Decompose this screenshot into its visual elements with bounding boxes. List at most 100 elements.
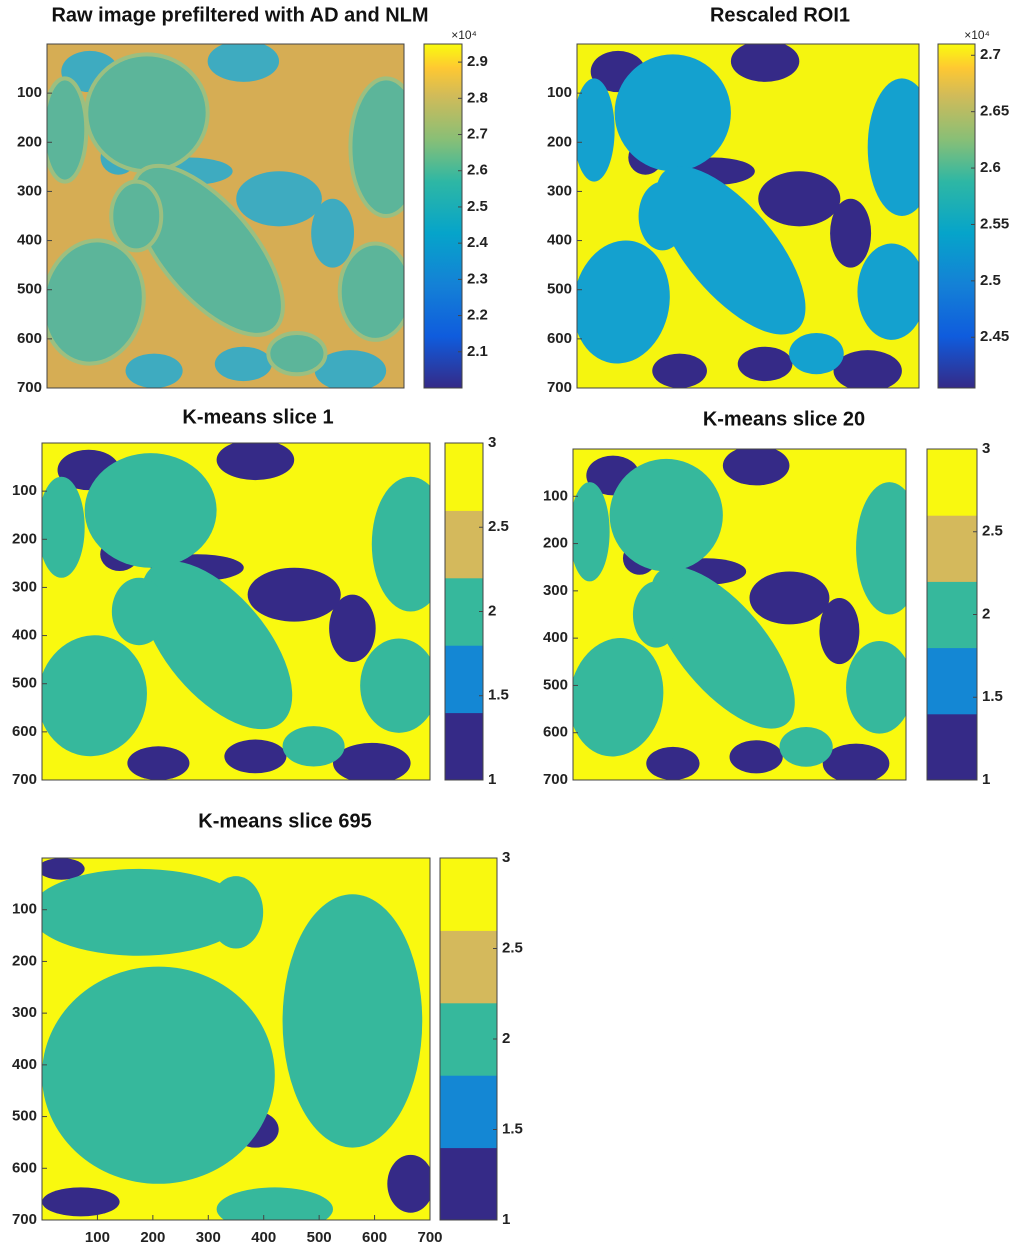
y-tick-label: 600 bbox=[543, 724, 568, 741]
pore bbox=[127, 746, 190, 780]
colorbar-exponent: ×10⁴ bbox=[451, 28, 477, 42]
grain bbox=[130, 163, 285, 337]
image bbox=[42, 858, 430, 1220]
grain bbox=[84, 52, 210, 174]
pore bbox=[822, 743, 890, 780]
colorbar-segment bbox=[445, 443, 483, 511]
colorbar-tick-label: 2.3 bbox=[467, 270, 488, 287]
pore bbox=[214, 346, 272, 382]
grain bbox=[573, 638, 664, 757]
colorbar-tick-label: 2.65 bbox=[980, 103, 1009, 120]
colorbar-segment bbox=[445, 712, 483, 781]
panel-title: Raw image prefiltered with AD and NLM bbox=[51, 4, 428, 26]
x-tick-label: 700 bbox=[417, 1229, 442, 1246]
grain bbox=[266, 330, 328, 377]
grain bbox=[337, 241, 404, 342]
pore bbox=[758, 171, 841, 227]
grain bbox=[42, 635, 147, 757]
colorbar-tick-label: 2.5 bbox=[980, 272, 1001, 289]
grain bbox=[650, 566, 795, 729]
colorbar-gradient bbox=[938, 44, 975, 388]
y-tick-label: 100 bbox=[17, 84, 42, 101]
pore bbox=[247, 567, 341, 622]
pore bbox=[646, 746, 700, 780]
image bbox=[42, 443, 430, 780]
y-tick-label: 600 bbox=[17, 330, 42, 347]
colorbar-tick-label: 1.5 bbox=[502, 1120, 523, 1137]
pore bbox=[830, 198, 872, 268]
colorbar-tick-label: 2.9 bbox=[467, 53, 488, 70]
pore bbox=[236, 171, 322, 227]
pore bbox=[737, 346, 793, 382]
pore bbox=[819, 597, 860, 665]
grain bbox=[208, 876, 264, 949]
colorbar-tick-label: 2.45 bbox=[980, 328, 1009, 345]
grain bbox=[573, 482, 610, 582]
colorbar-tick-label: 2 bbox=[502, 1030, 510, 1047]
colorbar-tick-label: 2.8 bbox=[467, 89, 488, 106]
plot-frame bbox=[46, 43, 405, 389]
colorbar-frame bbox=[423, 43, 463, 389]
pore bbox=[749, 571, 830, 625]
colorbar-segment bbox=[927, 581, 977, 649]
pore bbox=[311, 198, 355, 268]
colorbar-tick-label: 2.7 bbox=[467, 125, 488, 142]
y-tick-label: 100 bbox=[543, 487, 568, 504]
pore bbox=[207, 44, 280, 82]
colorbar-tick-label: 2 bbox=[488, 602, 496, 619]
colorbar-tick-label: 1.5 bbox=[488, 687, 509, 704]
image bbox=[577, 44, 919, 388]
pore bbox=[730, 44, 800, 82]
colorbar-gradient bbox=[424, 44, 462, 388]
y-tick-label: 700 bbox=[543, 771, 568, 788]
colorbar-segment bbox=[927, 449, 977, 516]
pore bbox=[333, 742, 411, 780]
grain bbox=[609, 458, 723, 572]
grain bbox=[282, 894, 423, 1148]
grain bbox=[216, 1187, 333, 1220]
y-tick-label: 700 bbox=[17, 379, 42, 396]
y-tick-label: 500 bbox=[543, 676, 568, 693]
pore bbox=[125, 353, 183, 388]
grain bbox=[577, 240, 670, 364]
y-tick-label: 500 bbox=[547, 281, 572, 298]
y-tick-label: 200 bbox=[12, 530, 37, 547]
grain bbox=[42, 868, 248, 956]
x-tick-label: 400 bbox=[251, 1229, 276, 1246]
plot-frame bbox=[572, 448, 907, 781]
grain bbox=[109, 179, 164, 253]
x-tick-label: 100 bbox=[85, 1229, 110, 1246]
x-tick-label: 600 bbox=[362, 1229, 387, 1246]
y-tick-label: 100 bbox=[12, 482, 37, 499]
colorbar-segment bbox=[440, 930, 497, 1004]
pore bbox=[652, 353, 707, 388]
pore bbox=[833, 350, 902, 388]
image bbox=[573, 449, 906, 780]
colorbar-tick-label: 2.5 bbox=[488, 518, 509, 535]
y-tick-label: 300 bbox=[12, 578, 37, 595]
colorbar-segment bbox=[927, 515, 977, 582]
y-tick-label: 200 bbox=[547, 133, 572, 150]
panel-title: K-means slice 1 bbox=[182, 406, 333, 428]
grain bbox=[84, 453, 217, 568]
colorbar-tick-label: 2.1 bbox=[467, 343, 488, 360]
colorbar-tick-label: 2 bbox=[982, 605, 990, 622]
pore bbox=[42, 858, 85, 880]
grain bbox=[656, 166, 806, 335]
grain bbox=[577, 78, 615, 182]
grain bbox=[632, 581, 680, 648]
panel-title: Rescaled ROI1 bbox=[710, 4, 850, 26]
colorbar-tick-label: 1 bbox=[502, 1211, 510, 1228]
colorbar-segment bbox=[927, 713, 977, 781]
colorbar-segment bbox=[440, 1002, 497, 1076]
grain bbox=[348, 76, 404, 218]
y-tick-label: 400 bbox=[12, 627, 37, 644]
grain bbox=[42, 476, 85, 578]
colorbar-tick-label: 3 bbox=[502, 849, 510, 866]
colorbar-segment bbox=[445, 510, 483, 579]
plot-frame bbox=[41, 442, 431, 781]
y-tick-label: 400 bbox=[12, 1056, 37, 1073]
grain bbox=[371, 476, 430, 612]
grain bbox=[867, 78, 919, 216]
y-tick-label: 300 bbox=[543, 582, 568, 599]
